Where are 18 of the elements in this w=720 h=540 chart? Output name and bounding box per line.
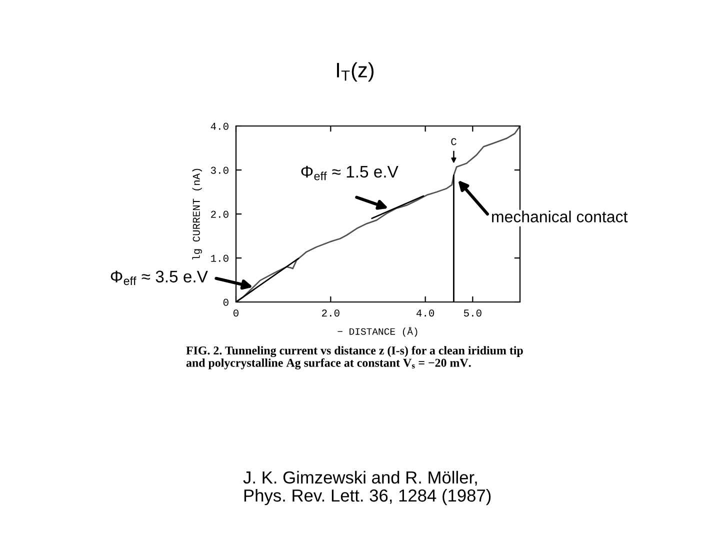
text: J. K. Gimzewski and R. Möller, Phys. Rev. Lett. 36, 1284 (1987) <box>243 470 491 506</box>
x-tick-label: 0 <box>234 310 238 317</box>
y-tick-label: 1.0 <box>211 254 228 262</box>
annotation: mechanical contact <box>492 210 628 222</box>
y-tick-label: 2.0 <box>211 210 228 218</box>
x-tick-label: 5.0 <box>464 310 482 317</box>
x-tick-label: 2.0 <box>322 310 340 317</box>
annotation: Φ$_{eff}$ ≈ 1.5 e.V <box>301 166 398 180</box>
y-tick-label: 4.0 <box>210 122 228 130</box>
y-tick-label: 0 <box>223 298 228 306</box>
x-axis-title: − DISTANCE (Å) <box>338 326 418 337</box>
chart-title: I$_{T}$(z) <box>337 62 374 82</box>
caption: FIG. 2. Tunneling current vs distance z (I-s) for a clean iridium tip and polycrystalline Ag surface at constant V$_{s}$ = −20 mV. <box>186 346 523 370</box>
x-tick-label: 4.0 <box>416 310 434 317</box>
y-tick-label: 3.0 <box>210 166 228 174</box>
y-axis-title: lg CURRENT (nA) <box>192 168 202 260</box>
annotation: C <box>451 138 456 146</box>
annotation: Φ$_{eff}$ ≈ 3.5 e.V <box>110 270 208 286</box>
